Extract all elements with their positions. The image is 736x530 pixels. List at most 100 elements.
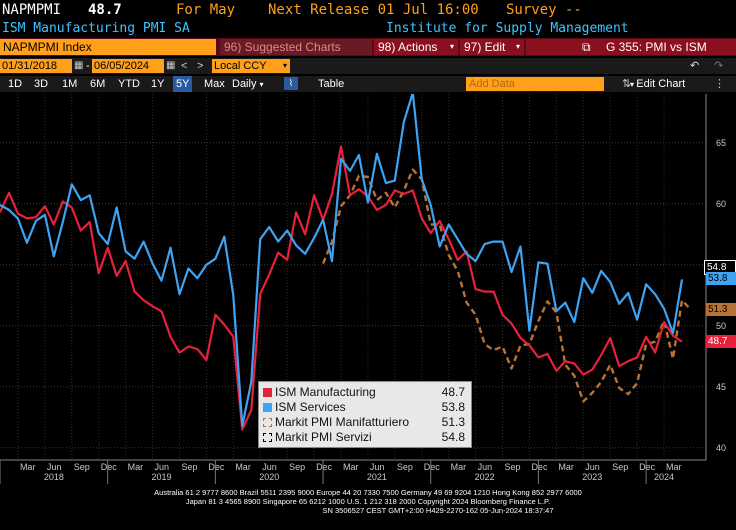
- series-line-markit-pmi-servizi: [321, 206, 692, 391]
- currency-label: Local CCY: [214, 60, 267, 72]
- legend-label: Markit PMI Manifatturiero: [275, 415, 410, 429]
- undo-icon[interactable]: ↶: [690, 60, 700, 72]
- date-bar: 01/31/2018 ▦ - 06/05/2024 ▦ < > Local CC…: [0, 58, 736, 74]
- security-field[interactable]: NAPMPMI Index: [0, 39, 216, 55]
- legend-swatch: [263, 403, 272, 412]
- edit-button[interactable]: 97) Edit ▾: [460, 39, 524, 55]
- range-button-1d[interactable]: 1D: [8, 78, 23, 90]
- range-button-5y[interactable]: 5Y: [173, 76, 193, 92]
- x-tick-label: Dec: [639, 462, 656, 472]
- chevron-down-icon: ▾: [259, 80, 264, 89]
- range-button-max[interactable]: Max: [204, 78, 225, 90]
- chevron-down-icon: ▾: [449, 42, 454, 51]
- legend-value: 54.8: [441, 430, 465, 444]
- end-date-input[interactable]: 06/05/2024: [92, 59, 164, 73]
- frequency-select[interactable]: Daily ▾: [232, 76, 264, 92]
- chevron-down-icon: ▾: [282, 61, 287, 70]
- chevron-down-icon: ▾: [515, 42, 520, 51]
- legend-swatch: [263, 433, 272, 442]
- x-tick-label: Dec: [531, 462, 548, 472]
- add-data-input[interactable]: Add Data: [466, 77, 604, 91]
- range-button-1y[interactable]: 1Y: [151, 78, 165, 90]
- line-chart-icon[interactable]: ⌇: [284, 77, 298, 90]
- calendar-icon[interactable]: ▦: [74, 60, 84, 71]
- chevron-right-icon[interactable]: >: [197, 60, 204, 72]
- x-tick-label: Mar: [235, 462, 251, 472]
- y-tick-label: 40: [716, 443, 726, 453]
- footer-contacts-1: Australia 61 2 9777 8600 Brazil 5511 239…: [154, 488, 582, 497]
- year-label: 2018: [44, 472, 64, 482]
- x-tick-label: Mar: [558, 462, 574, 472]
- value-badge: 48.7: [706, 334, 736, 348]
- year-label: 2020: [259, 472, 279, 482]
- frequency-label: Daily: [232, 78, 257, 90]
- year-label: 2024: [654, 472, 674, 482]
- legend-value: 51.3: [441, 415, 465, 429]
- header-bar: NAPMPMI 48.7 For May Next Release 01 Jul…: [0, 0, 736, 20]
- legend-item[interactable]: ISM Services 53.8: [259, 400, 471, 415]
- legend[interactable]: ISM Manufacturing 48.7 ISM Services 53.8 Mar…: [258, 381, 472, 448]
- survey: Survey --: [506, 2, 582, 18]
- value-badge: 51.3: [706, 302, 736, 316]
- next-release: Next Release 01 Jul 16:00: [268, 2, 479, 18]
- year-label: 2021: [367, 472, 387, 482]
- footer-serial: SN 3506527 CEST GMT+2:00 H429-2270-162 0…: [322, 506, 554, 515]
- footer: Australia 61 2 9777 8600 Brazil 5511 239…: [0, 486, 736, 530]
- x-tick-label: Sep: [612, 462, 628, 472]
- x-tick-label: Jun: [478, 462, 493, 472]
- table-button[interactable]: Table: [318, 78, 345, 90]
- description-bar: ISM Manufacturing PMI SA Institute for S…: [0, 20, 736, 38]
- range-button-ytd[interactable]: YTD: [118, 78, 140, 90]
- edit-chart-button[interactable]: ▾ Edit Chart: [630, 76, 685, 93]
- chart-title: G 355: PMI vs ISM: [606, 40, 707, 54]
- external-link-icon[interactable]: ⧉: [582, 40, 591, 54]
- x-tick-label: Sep: [505, 462, 521, 472]
- x-tick-label: Sep: [397, 462, 413, 472]
- y-tick-label: 45: [716, 382, 726, 392]
- legend-item[interactable]: Markit PMI Servizi 54.8: [259, 430, 471, 445]
- edit-chart-label: Edit Chart: [636, 78, 686, 90]
- year-label: 2019: [152, 472, 172, 482]
- x-tick-label: Jun: [47, 462, 62, 472]
- range-button-3d[interactable]: 3D: [34, 78, 49, 90]
- settings-icon[interactable]: ⇅: [622, 78, 632, 90]
- command-bar: NAPMPMI Index 96) Suggested Charts 98) A…: [0, 38, 736, 56]
- x-tick-label: Mar: [20, 462, 36, 472]
- legend-swatch: [263, 388, 272, 397]
- legend-item[interactable]: ISM Manufacturing 48.7: [259, 385, 471, 400]
- chart-title-bar: ⧉ G 355: PMI vs ISM: [526, 39, 736, 55]
- ellipsis-icon[interactable]: ⋮: [714, 78, 725, 90]
- series-line-markit-pmi-manifatturiero: [321, 168, 692, 403]
- legend-value: 48.7: [441, 385, 465, 399]
- actions-button[interactable]: 98) Actions ▾: [374, 39, 458, 55]
- series-line-ism-manufacturing: [0, 145, 683, 431]
- source: Institute for Supply Management: [386, 21, 629, 36]
- y-tick-label: 50: [716, 321, 726, 331]
- range-button-6m[interactable]: 6M: [90, 78, 106, 90]
- redo-icon[interactable]: ↷: [714, 60, 724, 72]
- chevron-left-icon[interactable]: <: [181, 60, 188, 72]
- x-tick-label: Dec: [316, 462, 333, 472]
- year-label: 2022: [475, 472, 495, 482]
- legend-label: ISM Services: [275, 400, 346, 414]
- y-tick-label: 60: [716, 199, 726, 209]
- calendar-icon[interactable]: ▦: [166, 60, 176, 71]
- currency-select[interactable]: Local CCY ▾: [212, 59, 290, 73]
- suggested-charts-button[interactable]: 96) Suggested Charts: [220, 39, 372, 55]
- start-date-input[interactable]: 01/31/2018: [0, 59, 72, 73]
- x-tick-label: Dec: [101, 462, 118, 472]
- period-label: For May: [176, 2, 236, 18]
- legend-item[interactable]: Markit PMI Manifatturiero 51.3: [259, 415, 471, 430]
- x-tick-label: Mar: [451, 462, 467, 472]
- y-tick-label: 65: [716, 138, 726, 148]
- x-tick-label: Jun: [370, 462, 385, 472]
- value-badge: 53.8: [706, 272, 736, 286]
- x-tick-label: Sep: [181, 462, 197, 472]
- legend-value: 53.8: [441, 400, 465, 414]
- range-button-1m[interactable]: 1M: [62, 78, 78, 90]
- x-tick-label: Jun: [155, 462, 170, 472]
- legend-label: ISM Manufacturing: [275, 385, 376, 399]
- x-tick-label: Mar: [666, 462, 682, 472]
- x-tick-label: Jun: [585, 462, 600, 472]
- x-tick-label: Sep: [74, 462, 90, 472]
